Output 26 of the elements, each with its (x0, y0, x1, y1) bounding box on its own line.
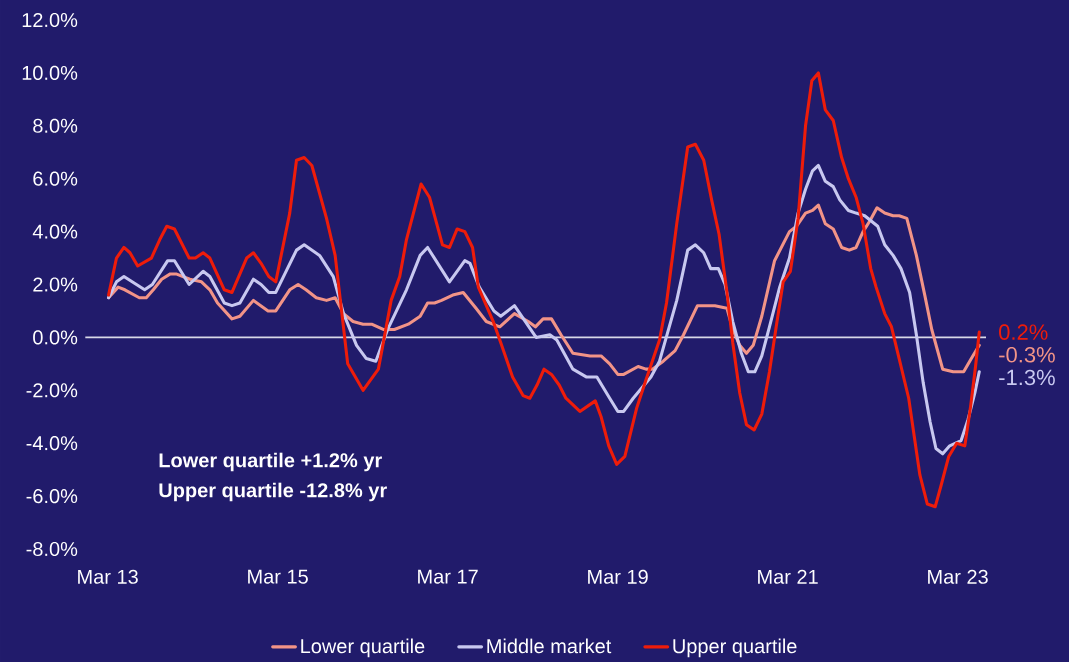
y-tick-label: 6.0% (33, 171, 78, 186)
y-tick-label: -4.0% (26, 436, 78, 451)
y-tick-label: 4.0% (32, 224, 78, 239)
annotation: Lower quartile +1.2% yr (159, 452, 382, 472)
y-tick-label: -6.0% (26, 489, 78, 504)
y-tick-label: 0.0% (33, 330, 78, 345)
x-tick-label: Mar 19 (588, 569, 648, 584)
line-series (107, 71, 981, 509)
y-tick-label: 12.0% (22, 12, 78, 28)
data-label: -0.3% (999, 346, 1055, 363)
data-label: -1.3% (999, 369, 1055, 386)
legend-label: Middle market (487, 638, 612, 654)
legend-label: Lower quartile (301, 638, 425, 658)
y-tick-label: -8.0% (26, 541, 78, 557)
legend-label: Upper quartile (673, 638, 797, 658)
annotation: Upper quartile -12.8% yr (159, 482, 387, 502)
x-tick-label: Mar 13 (78, 569, 138, 584)
y-tick-label: -2.0% (26, 383, 78, 398)
x-tick-label: Mar 21 (758, 569, 818, 584)
y-tick-label: 8.0% (33, 118, 78, 133)
y-tick-label: 10.0% (22, 65, 78, 80)
x-tick-label: Mar 15 (248, 569, 308, 584)
x-tick-label: Mar 23 (928, 569, 988, 584)
data-label: 0.2% (999, 324, 1048, 340)
y-tick-label: 2.0% (33, 277, 78, 292)
x-tick-label: Mar 17 (418, 569, 478, 584)
